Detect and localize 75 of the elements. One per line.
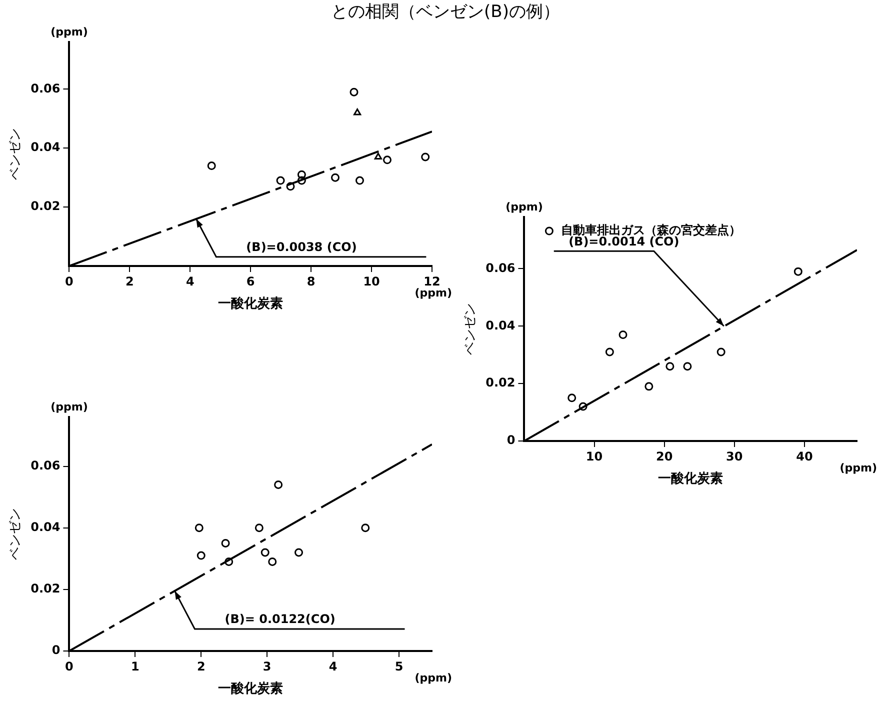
point [683, 362, 692, 371]
text: (ppm) [50, 400, 88, 414]
y-tick-label: 0 [52, 643, 60, 658]
x-axis-title: 一酸化炭素 [218, 296, 284, 312]
text: (ppm) [414, 286, 452, 300]
point [421, 152, 430, 162]
point [224, 557, 234, 566]
point [618, 330, 628, 339]
y-tick-label: 0.06 [30, 81, 60, 96]
point [794, 267, 802, 276]
x-tick-label: 3 [262, 659, 272, 674]
point [196, 551, 206, 560]
point [260, 548, 270, 557]
point [354, 108, 362, 116]
point [276, 176, 285, 185]
x-tick-label: 5 [394, 659, 404, 674]
point [666, 362, 674, 371]
text: (ppm) [414, 671, 452, 684]
text: (ppm) [50, 25, 88, 38]
point [286, 182, 295, 191]
point [644, 382, 654, 391]
y-axis-title: ベンゼン [8, 508, 24, 560]
point [578, 402, 588, 411]
x-tick-label: 20 [656, 449, 673, 464]
x-axis-title: 一酸化炭素 [218, 680, 284, 697]
x-tick-label: 12 [424, 274, 440, 288]
point [350, 88, 358, 96]
y-tick-label: 0.02 [30, 199, 60, 214]
x-tick-label: 4 [186, 274, 194, 288]
x-tick-label: 4 [328, 659, 338, 674]
annotation: (B)= 0.0122(CO) [224, 612, 336, 626]
y-tick-label: 0.06 [486, 260, 516, 275]
point [194, 524, 204, 532]
point [355, 176, 364, 185]
y-tick-label: 0.04 [486, 318, 516, 332]
point [361, 524, 370, 532]
y-tick-label: 0.02 [486, 376, 516, 390]
x-tick-label: 8 [306, 274, 316, 288]
chart-title: との相関（ベンゼン(B)の例） [330, 1, 561, 23]
x-tick-label: 40 [796, 449, 813, 464]
point [716, 348, 726, 356]
point [297, 176, 306, 185]
text: (ppm) [840, 461, 877, 474]
x-tick-label: 0 [65, 659, 74, 674]
legend-label: 自動車排出ガス（森の宮交差点） [561, 223, 742, 238]
point [207, 162, 216, 170]
point [294, 548, 304, 557]
y-tick-label: 0.04 [30, 140, 60, 154]
x-tick-label: 30 [726, 449, 743, 464]
point [268, 557, 277, 566]
x-tick-label: 10 [586, 449, 603, 464]
point [568, 394, 576, 402]
y-axis-title: ベンゼン [8, 128, 24, 180]
point [383, 156, 392, 164]
x-tick-label: 6 [246, 274, 255, 288]
x-tick-label: 2 [196, 659, 206, 674]
y-tick-label: 0 [506, 433, 516, 448]
y-tick-label: 0.02 [30, 582, 60, 596]
y-tick-label: 0.04 [30, 520, 60, 534]
point [254, 524, 264, 532]
text: (ppm) [506, 200, 543, 214]
point [221, 538, 230, 548]
x-tick-label: 2 [125, 274, 134, 288]
x-tick-label: 0 [65, 274, 74, 288]
y-tick-label: 0.06 [30, 458, 60, 472]
point [331, 173, 340, 182]
point [297, 170, 306, 179]
point [605, 348, 614, 356]
x-tick-label: 10 [363, 274, 380, 288]
x-tick-label: 1 [130, 659, 140, 674]
x-axis-title: 一酸化炭素 [658, 470, 724, 487]
y-axis-title: ベンゼン [463, 303, 478, 355]
point [274, 480, 283, 489]
point [374, 152, 382, 160]
annotation: (B)=0.0038 (CO) [246, 240, 357, 254]
